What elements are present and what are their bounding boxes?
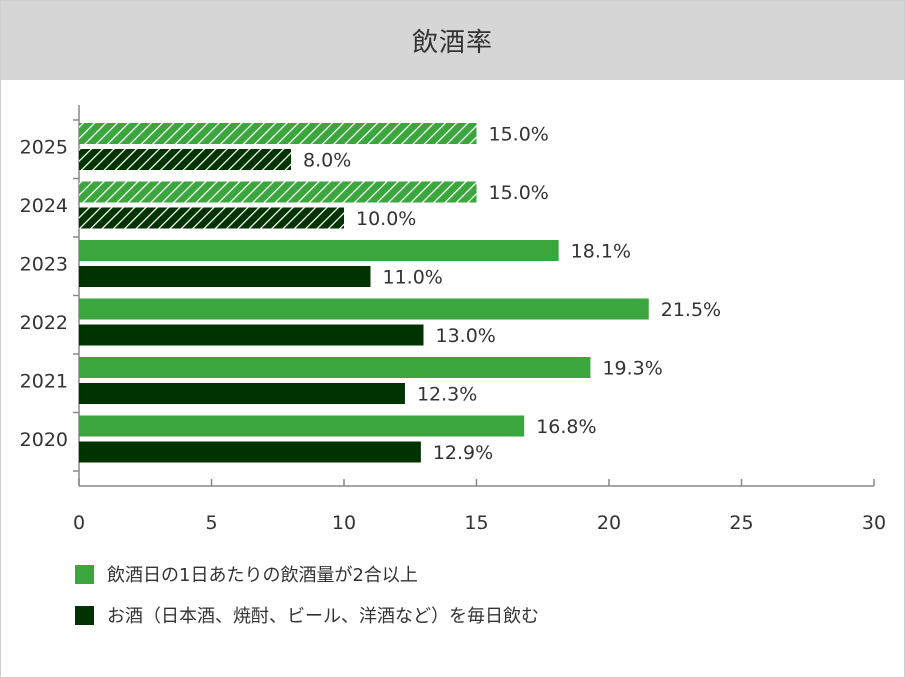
data-label: 21.5% bbox=[661, 299, 721, 321]
bar-two-go-2021 bbox=[79, 357, 591, 378]
bar-daily-2020 bbox=[79, 441, 421, 463]
bar-two-go-2025 bbox=[79, 123, 477, 144]
data-label: 16.8% bbox=[536, 416, 596, 438]
x-tick-label: 10 bbox=[332, 512, 356, 534]
x-tick-label: 20 bbox=[597, 512, 621, 534]
y-tick-label: 2022 bbox=[20, 312, 68, 334]
legend: 飲酒日の1日あたりの飲酒量が2合以上 お酒（日本酒、焼酎、ビール、洋酒など）を毎… bbox=[75, 563, 539, 645]
y-tick-label: 2023 bbox=[20, 254, 68, 276]
data-label: 12.9% bbox=[433, 442, 493, 464]
bar-daily-2024 bbox=[79, 207, 344, 229]
y-tick-label: 2021 bbox=[20, 371, 68, 393]
y-tick-label: 2024 bbox=[20, 195, 68, 217]
data-label: 13.0% bbox=[436, 325, 496, 347]
legend-label-two-go: 飲酒日の1日あたりの飲酒量が2合以上 bbox=[107, 565, 418, 586]
data-label: 12.3% bbox=[417, 384, 477, 406]
x-tick-label: 5 bbox=[205, 512, 217, 534]
chart-header: 飲酒率 bbox=[1, 1, 904, 80]
x-tick-label: 30 bbox=[862, 512, 886, 534]
bar-chart: 0 5 10 15 20 25 30202515.0%8.0%202415.0%10.0%2… bbox=[20, 105, 886, 534]
legend-label-daily: お酒（日本酒、焼酎、ビール、洋酒など）を毎日飲む bbox=[107, 606, 539, 627]
data-label: 11.0% bbox=[383, 267, 443, 289]
data-label: 15.0% bbox=[489, 124, 549, 146]
x-tick-label: 25 bbox=[729, 512, 753, 534]
legend-item-two-go: 飲酒日の1日あたりの飲酒量が2合以上 bbox=[75, 563, 539, 586]
y-tick-label: 2020 bbox=[20, 429, 68, 451]
bar-two-go-2022 bbox=[79, 298, 649, 320]
bar-two-go-2023 bbox=[79, 240, 559, 261]
data-label: 15.0% bbox=[489, 182, 549, 204]
bar-daily-2025 bbox=[79, 149, 291, 170]
data-label: 8.0% bbox=[303, 150, 351, 172]
legend-swatch-light-green bbox=[75, 564, 94, 584]
bar-daily-2021 bbox=[79, 383, 405, 404]
x-tick-label: 15 bbox=[464, 512, 488, 534]
bar-two-go-2024 bbox=[79, 181, 477, 203]
bar-two-go-2020 bbox=[79, 415, 525, 437]
data-label: 18.1% bbox=[571, 241, 631, 263]
y-tick-label: 2025 bbox=[20, 137, 68, 159]
bar-daily-2022 bbox=[79, 324, 424, 346]
data-label: 10.0% bbox=[356, 208, 416, 230]
legend-swatch-dark-green bbox=[75, 605, 94, 625]
data-label: 19.3% bbox=[602, 358, 662, 380]
legend-item-daily: お酒（日本酒、焼酎、ビール、洋酒など）を毎日飲む bbox=[75, 604, 539, 627]
x-tick-label: 0 bbox=[73, 512, 85, 534]
bar-daily-2023 bbox=[79, 266, 371, 287]
chart-title: 飲酒率 bbox=[411, 28, 493, 58]
